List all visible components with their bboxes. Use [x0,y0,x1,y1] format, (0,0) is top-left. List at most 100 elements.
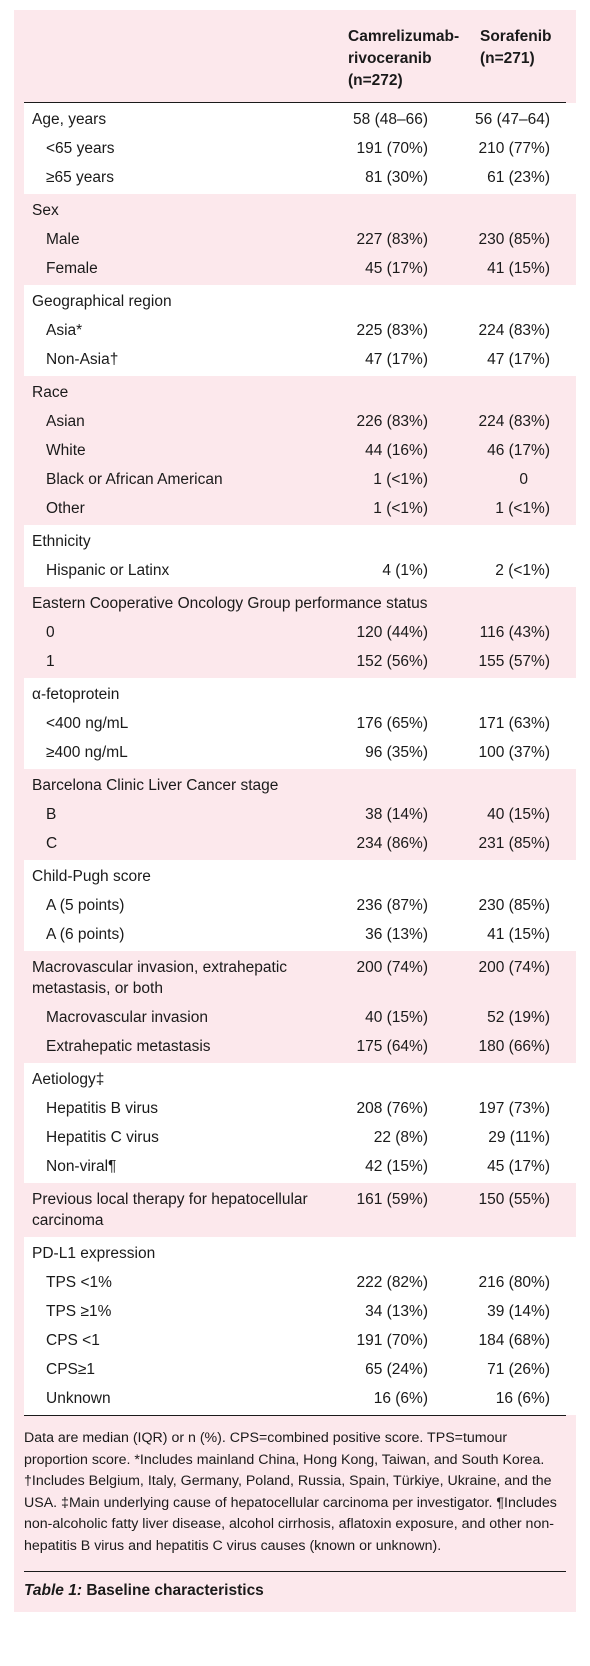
cell-camrelizumab-rivoceranib: 200 (74%) [356,959,428,976]
table-subrow: A (5 points) 236 (87%) 230 (85%) [24,891,576,920]
table-subrow: Macrovascular invasion 40 (15%) 52 (19%) [24,1003,576,1032]
table-row: PD-L1 expression [24,1237,576,1268]
cell-camrelizumab-rivoceranib: 227 (83%) [356,231,428,248]
cell-camrelizumab-rivoceranib: 22 (8%) [373,1129,428,1146]
cell-camrelizumab-rivoceranib: 1 (<1%) [373,471,428,488]
row-label: Macrovascular invasion, extrahepatic met… [32,959,288,997]
row-group: Ethnicity Hispanic or Latinx 4 (1%) 2 (<1%) [24,525,576,587]
cell-camrelizumab-rivoceranib: 234 (86%) [356,835,428,852]
row-label: <400 ng/mL [46,715,129,732]
cell-camrelizumab-rivoceranib: 222 (82%) [356,1274,428,1291]
row-group: Child-Pugh score A (5 points) 236 (87%) 230… [24,860,576,951]
table-header: Camrelizumab- rivoceranib (n=272) Sorafe… [24,26,566,103]
row-label: TPS <1% [46,1274,112,1291]
cell-sorafenib: 46 (17%) [487,442,550,459]
table-row: Age, years 58 (48–66) 56 (47–64) [24,103,576,134]
table-row: Aetiology‡ [24,1063,576,1094]
cell-sorafenib: 180 (66%) [478,1038,550,1055]
cell-sorafenib: 210 (77%) [478,140,550,157]
cell-sorafenib: 41 (15%) [487,260,550,277]
row-label: Hepatitis C virus [46,1129,159,1146]
cell-sorafenib: 71 (26%) [487,1361,550,1378]
cell-camrelizumab-rivoceranib: 44 (16%) [365,442,428,459]
cell-camrelizumab-rivoceranib: 208 (76%) [356,1100,428,1117]
row-group: Eastern Cooperative Oncology Group perfo… [24,587,576,678]
table-body: Age, years 58 (48–66) 56 (47–64) <65 years 1… [14,103,576,1415]
caption-number: Table 1: [24,1582,82,1599]
table-subrow: TPS <1% 222 (82%) 216 (80%) [24,1268,576,1297]
cell-camrelizumab-rivoceranib: 96 (35%) [365,744,428,761]
cell-sorafenib: 45 (17%) [487,1158,550,1175]
cell-camrelizumab-rivoceranib: 47 (17%) [365,351,428,368]
row-label: CPS <1 [46,1332,100,1349]
row-label: Black or African American [46,471,223,488]
table-subrow: Hispanic or Latinx 4 (1%) 2 (<1%) [24,556,576,587]
row-label: Geographical region [32,293,172,310]
cell-sorafenib: 171 (63%) [478,715,550,732]
row-label: Female [46,260,98,277]
table-subrow: Hepatitis B virus 208 (76%) 197 (73%) [24,1094,576,1123]
cell-camrelizumab-rivoceranib: 4 (1%) [382,562,428,579]
row-label: Other [46,500,85,517]
cell-sorafenib: 1 (<1%) [495,500,550,517]
row-label: Hepatitis B virus [46,1100,158,1117]
cell-sorafenib: 61 (23%) [487,169,550,186]
table-subrow: Non-viral¶ 42 (15%) 45 (17%) [24,1152,576,1183]
table-row: Barcelona Clinic Liver Cancer stage [24,769,576,800]
row-group: Macrovascular invasion, extrahepatic met… [24,951,576,1063]
table-row: Child-Pugh score [24,860,576,891]
row-label: Ethnicity [32,533,91,550]
row-label: Aetiology‡ [32,1071,105,1088]
cell-camrelizumab-rivoceranib: 65 (24%) [365,1361,428,1378]
cell-camrelizumab-rivoceranib: 175 (64%) [356,1038,428,1055]
row-label: Child-Pugh score [32,868,151,885]
row-label: Male [46,231,80,248]
cell-sorafenib: 197 (73%) [478,1100,550,1117]
table-subrow: Non-Asia† 47 (17%) 47 (17%) [24,345,576,376]
row-label: 0 [46,624,55,641]
cell-camrelizumab-rivoceranib: 81 (30%) [365,169,428,186]
cell-camrelizumab-rivoceranib: 58 (48–66) [353,111,428,128]
cell-sorafenib: 40 (15%) [487,806,550,823]
cell-sorafenib: 116 (43%) [479,624,550,641]
cell-sorafenib: 56 (47–64) [475,111,550,128]
row-label: α-fetoprotein [32,686,120,703]
row-label: <65 years [46,140,115,157]
cell-sorafenib: 29 (11%) [488,1129,550,1146]
row-label: A (5 points) [46,897,125,914]
row-group: Geographical region Asia* 225 (83%) 224 (83… [24,285,576,376]
cell-sorafenib: 200 (74%) [478,959,550,976]
cell-sorafenib: 2 (<1%) [495,562,550,579]
cell-sorafenib: 231 (85%) [478,835,550,852]
table-row: α-fetoprotein [24,678,576,709]
table-subrow: Unknown 16 (6%) 16 (6%) [24,1384,576,1415]
table-subrow: Hepatitis C virus 22 (8%) 29 (11%) [24,1123,576,1152]
table-row: Ethnicity [24,525,576,556]
table-subrow: ≥65 years 81 (30%) 61 (23%) [24,163,576,194]
table-subrow: B 38 (14%) 40 (15%) [24,800,576,829]
table-subrow: <400 ng/mL 176 (65%) 171 (63%) [24,709,576,738]
table-subrow: 0 120 (44%) 116 (43%) [24,618,576,647]
row-group: Sex Male 227 (83%) 230 (85%) Female 45 (17%) 4… [24,194,576,285]
cell-camrelizumab-rivoceranib: 161 (59%) [356,1191,428,1208]
row-label: PD-L1 expression [32,1245,156,1262]
caption-title: Baseline characteristics [86,1582,264,1599]
table-row: Race [24,376,576,407]
table-subrow: CPS≥1 65 (24%) 71 (26%) [24,1355,576,1384]
row-group: Barcelona Clinic Liver Cancer stage B 38 (… [24,769,576,860]
table-subrow: Extrahepatic metastasis 175 (64%) 180 (66%… [24,1032,576,1063]
row-label: Unknown [46,1390,111,1407]
row-label: ≥65 years [46,169,114,186]
table-subrow: Other 1 (<1%) 1 (<1%) [24,494,576,525]
cell-camrelizumab-rivoceranib: 16 (6%) [373,1390,428,1407]
table-panel: Camrelizumab- rivoceranib (n=272) Sorafe… [14,10,576,1612]
row-label: TPS ≥1% [46,1303,112,1320]
table-footnote: Data are median (IQR) or n (%). CPS=comb… [24,1415,566,1571]
cell-sorafenib: 155 (57%) [478,653,550,670]
cell-sorafenib: 47 (17%) [487,351,550,368]
cell-sorafenib: 216 (80%) [478,1274,550,1291]
row-label: Race [32,384,69,401]
table-subrow: Black or African American 1 (<1%) 0 [24,465,576,494]
cell-camrelizumab-rivoceranib: 36 (13%) [365,926,428,943]
cell-camrelizumab-rivoceranib: 40 (15%) [365,1009,428,1026]
